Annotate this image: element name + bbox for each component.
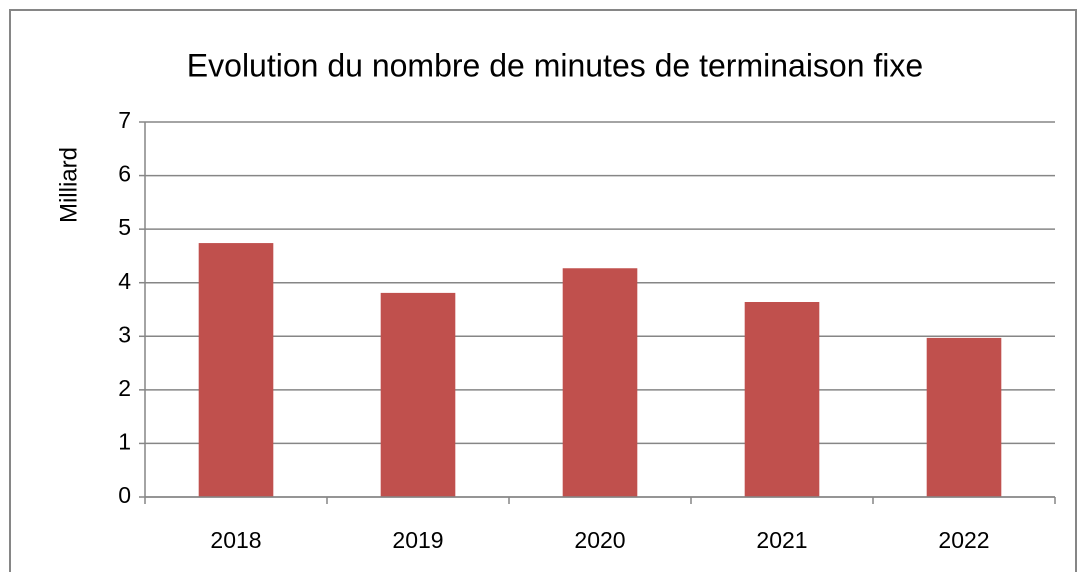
bar (562, 268, 638, 497)
y-tick-label: 4 (118, 268, 131, 294)
bar (926, 337, 1002, 497)
chart-title: Evolution du nombre de minutes de termin… (187, 47, 923, 83)
x-tick-label: 2021 (756, 527, 807, 553)
bar (380, 292, 456, 497)
y-tick-label: 1 (118, 429, 131, 455)
y-tick-label: 6 (118, 161, 131, 187)
y-tick-label: 2 (118, 375, 131, 401)
x-tick-label: 2022 (938, 527, 989, 553)
bar (198, 243, 274, 497)
x-tick-label: 2019 (392, 527, 443, 553)
chart-frame (9, 9, 1077, 572)
y-tick-label: 0 (118, 482, 131, 508)
y-tick-label: 3 (118, 321, 131, 347)
bar (744, 302, 820, 497)
y-tick-label: 5 (118, 214, 131, 240)
x-tick-label: 2018 (210, 527, 261, 553)
y-axis-title: Milliard (55, 147, 82, 223)
y-tick-label: 7 (118, 107, 131, 133)
x-tick-label: 2020 (574, 527, 625, 553)
